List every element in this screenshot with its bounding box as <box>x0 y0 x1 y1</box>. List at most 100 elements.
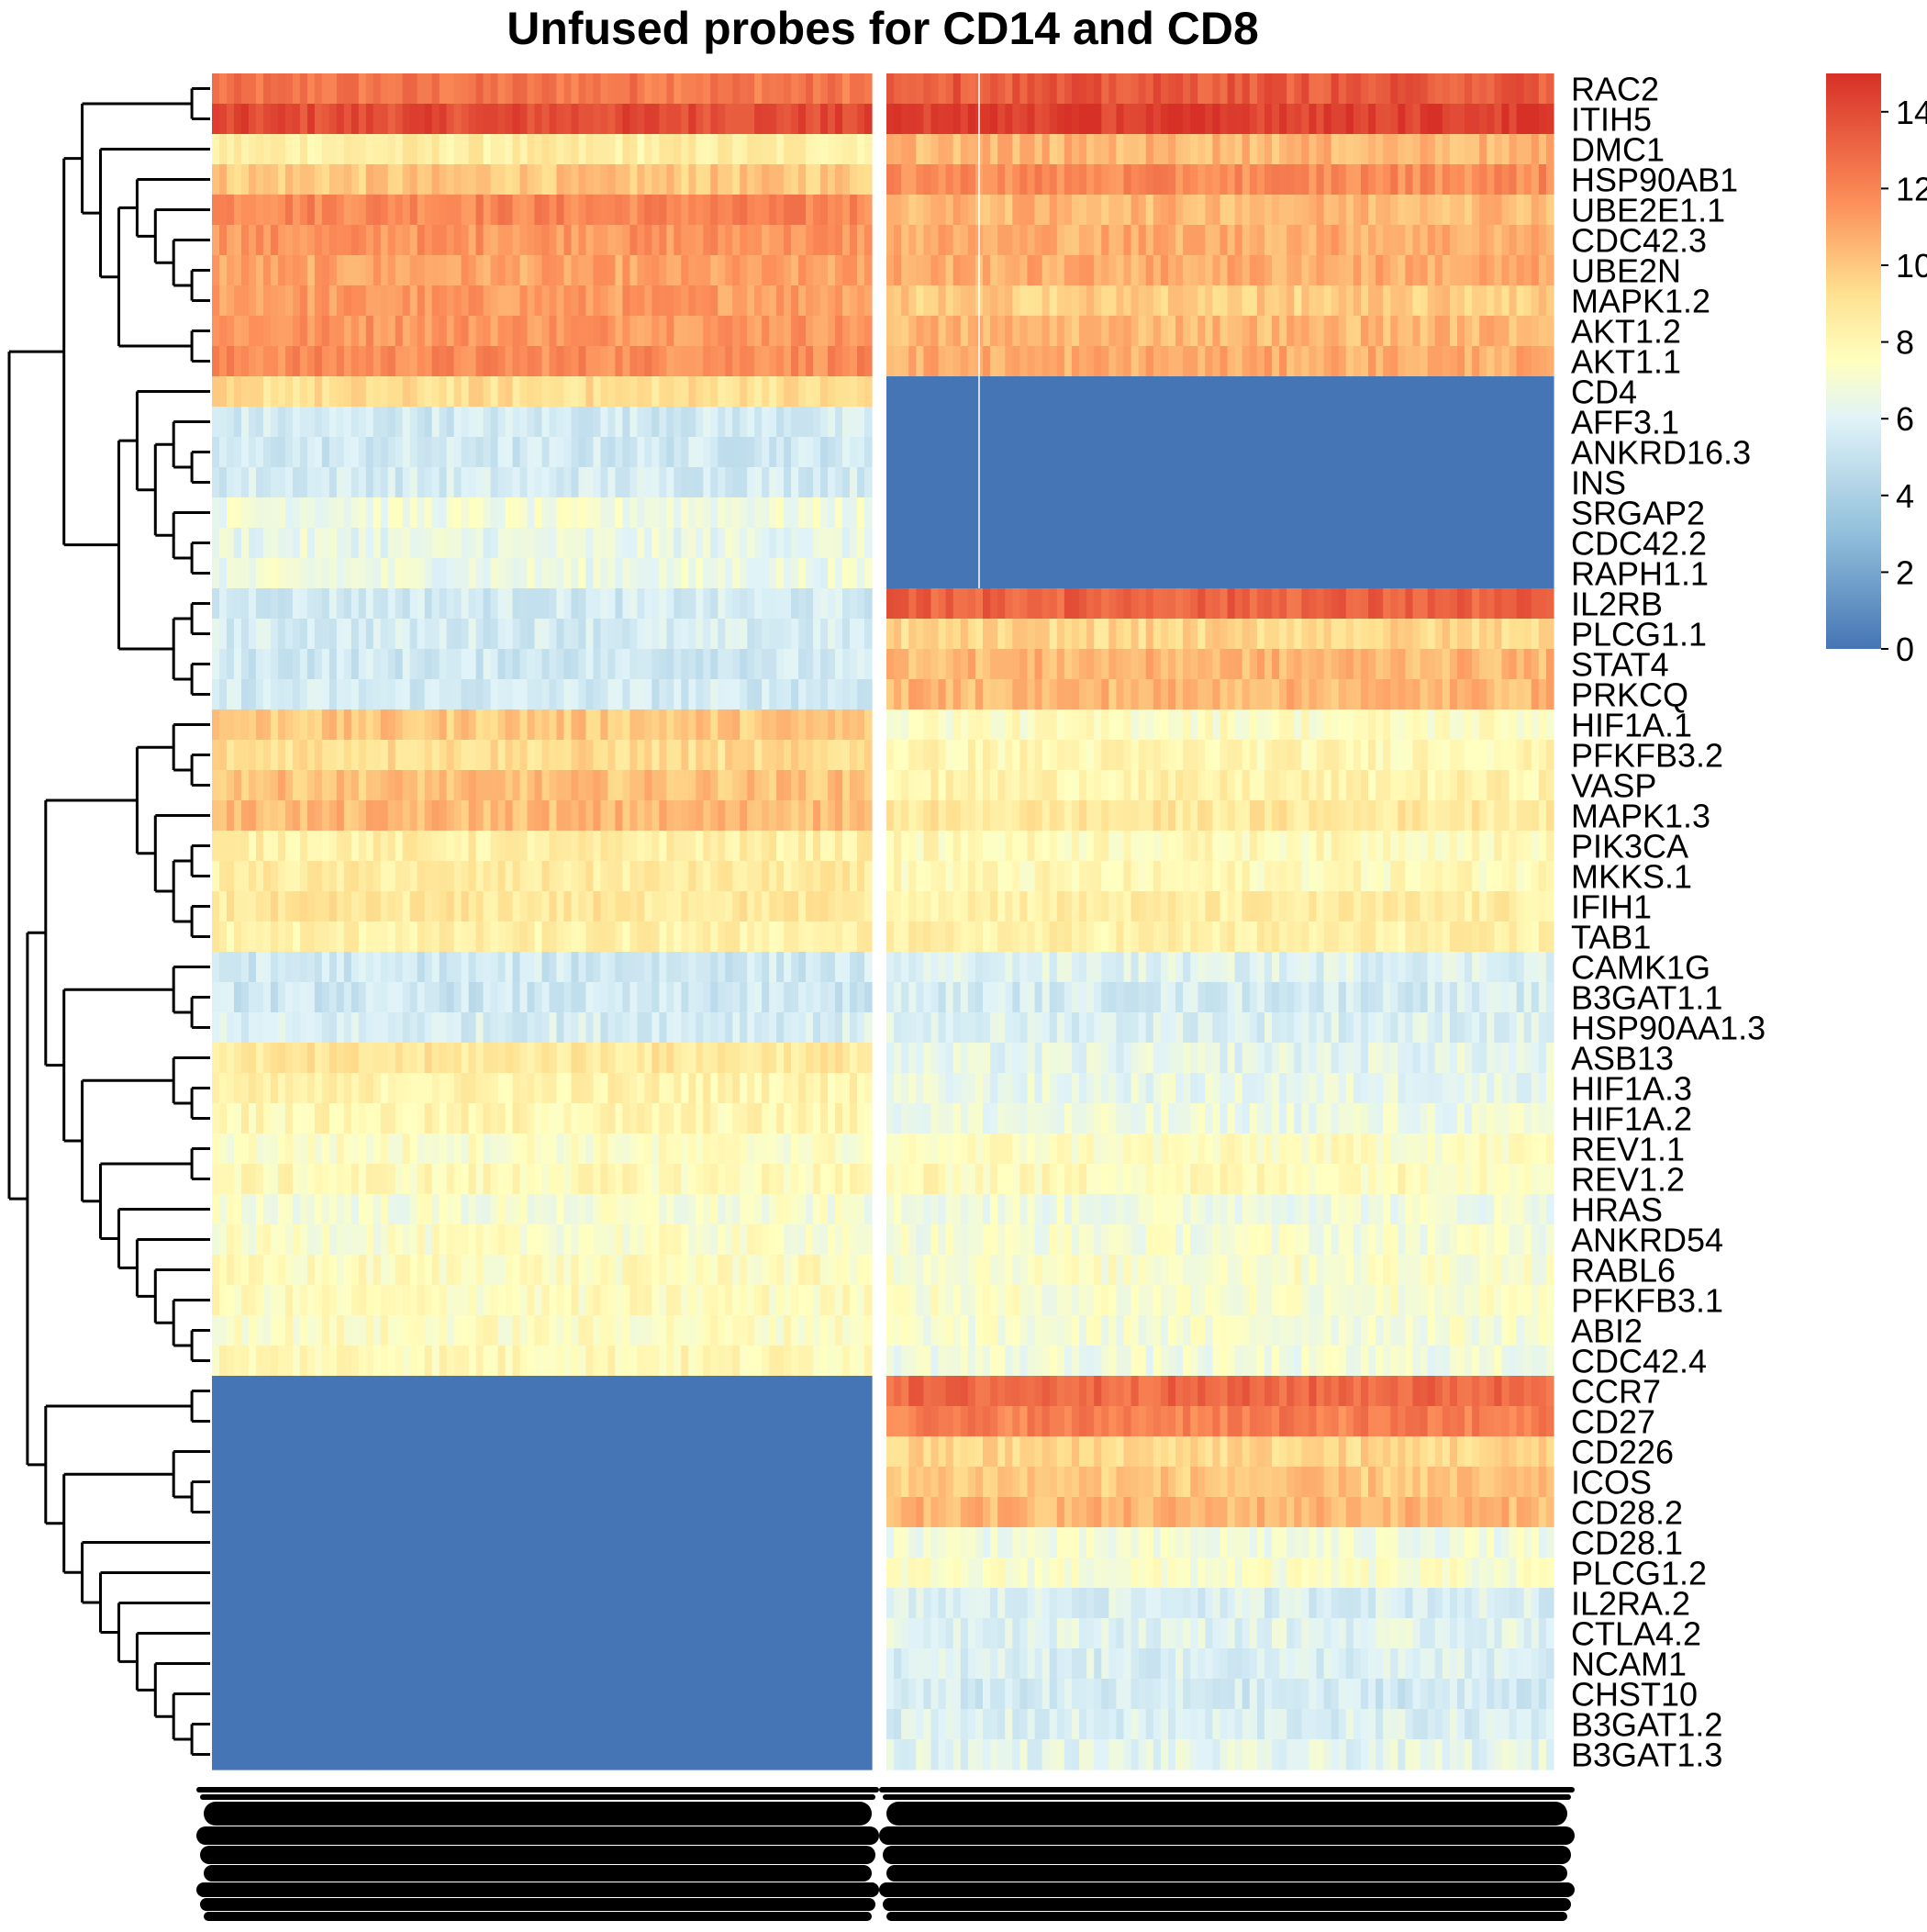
cd14-block-cell <box>762 709 770 741</box>
cd14-block-cell <box>351 1134 360 1165</box>
cd14-block-cell <box>409 497 418 529</box>
cd14-block-cell <box>681 1012 689 1044</box>
cd14-block-cell <box>629 891 638 922</box>
cd14-block-cell <box>226 1739 235 1770</box>
cd14-block-cell <box>461 1497 470 1528</box>
cd14-block-cell <box>842 1618 851 1649</box>
cd14-block-cell <box>732 891 741 922</box>
cd14-block-cell <box>387 1346 396 1377</box>
cd14-block-cell <box>255 134 264 165</box>
cd14-block-cell <box>519 407 529 438</box>
cd14-block-cell <box>806 800 814 832</box>
cd14-block-cell <box>556 1043 565 1074</box>
cd14-block-cell <box>556 1406 565 1437</box>
cd14-block-cell <box>857 1194 865 1225</box>
cd14-block-cell <box>240 831 250 862</box>
cd14-block-cell <box>541 1709 551 1740</box>
cd14-block-cell <box>828 982 836 1013</box>
cd14-block-cell <box>446 1406 455 1437</box>
cd14-block-cell <box>681 73 689 105</box>
cd14-block-cell <box>233 1073 242 1104</box>
cd14-block-cell <box>299 1194 308 1225</box>
cd14-block-cell <box>277 1648 286 1680</box>
cd14-block-cell <box>578 921 587 953</box>
cd14-block-cell <box>314 709 323 741</box>
cd14-block-cell <box>828 134 836 165</box>
cd14-block-cell <box>600 982 608 1013</box>
cd14-block-cell <box>828 1164 836 1195</box>
chart-title: Unfused probes for CD14 and CD8 <box>507 3 1259 54</box>
cd14-block-cell <box>277 1406 286 1437</box>
cd14-block-cell <box>791 1346 799 1377</box>
cd14-block-cell <box>718 619 726 650</box>
cd14-block-cell <box>556 164 565 195</box>
cd14-block-cell <box>600 1679 608 1710</box>
cd14-block-cell <box>453 1073 462 1104</box>
cd14-block-cell <box>718 467 726 498</box>
cd14-block-cell <box>439 1103 448 1134</box>
cd14-block-cell <box>329 1224 338 1256</box>
cd14-block-cell <box>820 1467 829 1498</box>
cd14-block-cell <box>468 891 477 922</box>
cd14-block-cell <box>784 770 792 801</box>
cd14-block-cell <box>468 1436 477 1468</box>
cd14-block-cell <box>453 1588 462 1619</box>
cd14-block-cell <box>615 1679 623 1710</box>
cd14-block-cell <box>842 861 851 892</box>
cd14-block-cell <box>218 1436 228 1468</box>
cd14-block-cell <box>820 952 829 983</box>
cd14-block-cell <box>652 649 660 680</box>
cd14-block-cell <box>585 1497 595 1528</box>
cd14-block-cell <box>351 1558 360 1589</box>
cd14-block-cell <box>857 1103 865 1134</box>
cd14-block-cell <box>659 1618 667 1649</box>
cd14-block-cell <box>446 1315 455 1346</box>
cd14-block-cell <box>688 952 696 983</box>
cd14-block-cell <box>380 1709 389 1740</box>
cd14-block-cell <box>468 1315 477 1346</box>
cd14-block-cell <box>519 740 529 771</box>
cd14-block-cell <box>828 437 836 468</box>
cd14-block-cell <box>762 679 770 710</box>
cd14-block-cell <box>710 740 718 771</box>
cd14-block-cell <box>240 952 250 983</box>
cd14-block-cell <box>314 1406 323 1437</box>
cd14-block-cell <box>798 104 807 135</box>
cd14-block-cell <box>769 891 777 922</box>
cd14-block-cell <box>556 1164 565 1195</box>
cd14-block-cell <box>284 982 294 1013</box>
cd14-block-cell <box>652 1436 660 1468</box>
cd14-block-cell <box>607 588 616 620</box>
cd14-block-cell <box>424 861 433 892</box>
cd14-block-cell <box>696 588 704 620</box>
cd14-block-cell <box>497 1073 507 1104</box>
cd14-block-cell <box>718 800 726 832</box>
cd14-block-cell <box>329 891 338 922</box>
cd14-block-cell <box>233 861 242 892</box>
cd14-block-cell <box>343 73 352 105</box>
cd14-block-cell <box>336 1588 345 1619</box>
cd14-block-cell <box>534 1043 543 1074</box>
cd14-block-cell <box>549 1134 558 1165</box>
cd14-block-cell <box>527 255 536 286</box>
cd14-block-cell <box>255 1315 264 1346</box>
cd14-block-cell <box>791 1255 799 1286</box>
cd14-block-cell <box>314 1164 323 1195</box>
cd14-block-cell <box>233 1224 242 1256</box>
cd14-block-cell <box>791 407 799 438</box>
cd14-block-cell <box>358 1043 367 1074</box>
cd14-block-cell <box>718 1224 726 1256</box>
cd14-block-cell <box>578 1497 587 1528</box>
cd14-block-cell <box>754 316 763 347</box>
cd14-block-cell <box>534 1618 543 1649</box>
cd14-block-cell <box>351 1164 360 1195</box>
cd14-block-cell <box>696 285 704 317</box>
cd14-block-cell <box>240 1558 250 1589</box>
cd14-block-cell <box>292 1709 301 1740</box>
cd14-block-cell <box>652 1709 660 1740</box>
cd14-block-cell <box>857 1709 865 1740</box>
cd14-block-cell <box>541 831 551 862</box>
cd14-block-cell <box>652 1012 660 1044</box>
cd14-block-cell <box>453 1679 462 1710</box>
cd14-block-cell <box>431 921 440 953</box>
